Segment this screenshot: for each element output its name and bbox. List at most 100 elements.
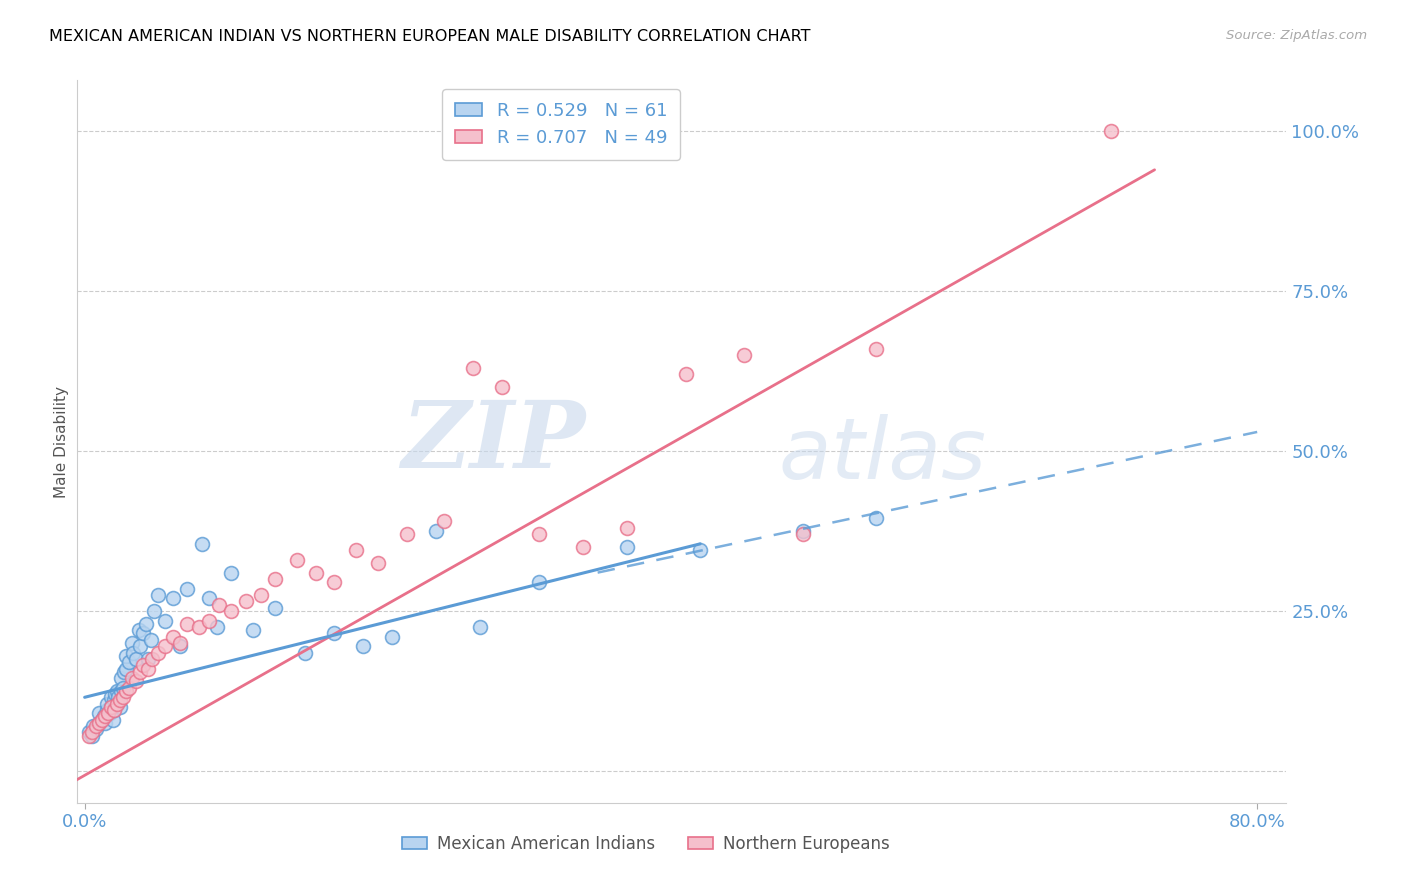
Point	[865, 511, 887, 525]
Point	[208, 598, 231, 612]
Point	[344, 543, 367, 558]
Point	[792, 527, 814, 541]
Point	[117, 655, 139, 669]
Point	[425, 524, 447, 538]
Point	[169, 639, 191, 653]
Point	[100, 699, 122, 714]
Point	[294, 646, 316, 660]
Point	[381, 630, 404, 644]
Point	[98, 706, 121, 721]
Text: MEXICAN AMERICAN INDIAN VS NORTHERN EUROPEAN MALE DISABILITY CORRELATION CHART: MEXICAN AMERICAN INDIAN VS NORTHERN EURO…	[49, 29, 811, 44]
Point	[141, 652, 163, 666]
Point	[285, 553, 308, 567]
Point	[733, 348, 755, 362]
Point	[689, 543, 711, 558]
Point	[125, 674, 148, 689]
Point	[101, 713, 124, 727]
Point	[1099, 124, 1122, 138]
Point	[96, 703, 118, 717]
Point	[89, 706, 111, 721]
Point	[188, 620, 211, 634]
Point	[82, 719, 104, 733]
Point	[235, 594, 257, 608]
Point	[107, 690, 129, 705]
Point	[792, 524, 814, 538]
Point	[110, 671, 132, 685]
Point	[128, 623, 150, 637]
Point	[77, 729, 100, 743]
Point	[572, 540, 595, 554]
Point	[111, 690, 134, 705]
Point	[110, 684, 132, 698]
Point	[242, 623, 264, 637]
Point	[675, 368, 697, 382]
Point	[132, 626, 155, 640]
Point	[103, 703, 125, 717]
Point	[219, 604, 242, 618]
Point	[136, 652, 159, 666]
Point	[169, 636, 191, 650]
Point	[97, 706, 120, 721]
Point	[264, 572, 287, 586]
Point	[121, 636, 143, 650]
Point	[103, 693, 125, 707]
Point	[86, 719, 108, 733]
Point	[114, 661, 136, 675]
Point	[122, 646, 145, 660]
Point	[176, 616, 198, 631]
Point	[86, 723, 108, 737]
Point	[322, 575, 344, 590]
Point	[470, 620, 492, 634]
Point	[146, 588, 169, 602]
Point	[205, 620, 228, 634]
Point	[155, 614, 177, 628]
Point	[162, 591, 184, 606]
Point	[114, 648, 136, 663]
Point	[80, 725, 103, 739]
Point	[352, 639, 374, 653]
Point	[616, 521, 638, 535]
Point	[305, 566, 328, 580]
Y-axis label: Male Disability: Male Disability	[53, 385, 69, 498]
Point	[104, 687, 127, 701]
Point	[89, 715, 111, 730]
Point	[121, 671, 143, 685]
Point	[77, 725, 100, 739]
Point	[132, 658, 155, 673]
Point	[461, 361, 484, 376]
Point	[139, 632, 162, 647]
Text: atlas: atlas	[779, 415, 987, 498]
Point	[249, 588, 271, 602]
Point	[94, 709, 117, 723]
Point	[136, 661, 159, 675]
Point	[142, 604, 165, 618]
Point	[527, 527, 550, 541]
Point	[155, 639, 177, 653]
Point	[125, 652, 148, 666]
Point	[91, 713, 114, 727]
Point	[491, 380, 513, 394]
Point	[93, 709, 115, 723]
Point	[396, 527, 419, 541]
Point	[105, 684, 128, 698]
Point	[117, 681, 139, 695]
Text: ZIP: ZIP	[401, 397, 585, 486]
Point	[114, 684, 136, 698]
Point	[162, 630, 184, 644]
Point	[198, 591, 221, 606]
Point	[264, 600, 287, 615]
Point	[527, 575, 550, 590]
Point	[191, 537, 214, 551]
Point	[322, 626, 344, 640]
Point	[105, 697, 128, 711]
Point	[135, 616, 157, 631]
Point	[94, 715, 117, 730]
Point	[111, 681, 134, 695]
Point	[129, 639, 152, 653]
Point	[112, 665, 135, 679]
Point	[96, 697, 118, 711]
Point	[103, 703, 125, 717]
Point	[198, 614, 221, 628]
Legend: Mexican American Indians, Northern Europeans: Mexican American Indians, Northern Europ…	[395, 828, 897, 860]
Point	[433, 515, 456, 529]
